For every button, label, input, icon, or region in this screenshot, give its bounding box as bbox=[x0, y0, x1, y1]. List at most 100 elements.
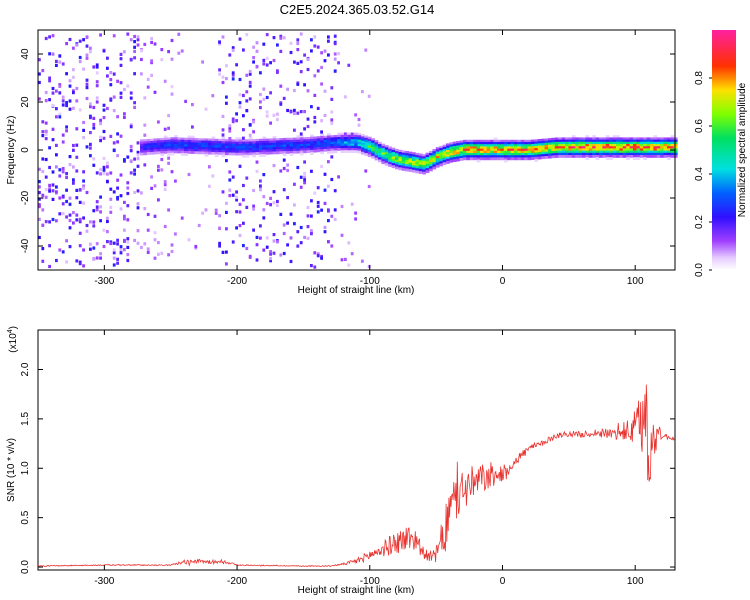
spectrogram-cell bbox=[520, 153, 525, 156]
spectrogram-cell bbox=[286, 144, 290, 148]
spectrogram-cell bbox=[476, 157, 481, 161]
spectrogram-cell bbox=[41, 120, 45, 124]
spectrogram-cell bbox=[78, 39, 82, 43]
spectrogram-cell bbox=[429, 161, 433, 165]
spectrogram-cell bbox=[588, 155, 593, 158]
spectrogram-cell bbox=[616, 139, 620, 143]
spectrogram-cell bbox=[381, 148, 386, 151]
spectrogram-cell bbox=[626, 150, 630, 154]
spectrogram-cell bbox=[245, 145, 250, 149]
spectrogram-cell bbox=[527, 142, 532, 145]
spectrogram-cell bbox=[459, 158, 464, 161]
spectrogram-cell bbox=[571, 137, 576, 141]
spectrogram-cell bbox=[347, 141, 352, 145]
spectrogram-cell bbox=[340, 143, 345, 147]
spectrogram-cell bbox=[327, 39, 330, 43]
spectrogram-cell bbox=[214, 211, 218, 215]
spectrogram-cell bbox=[242, 48, 245, 52]
spectrogram-cell bbox=[367, 94, 371, 98]
spectrogram-cell bbox=[327, 133, 331, 137]
spectrogram-cell bbox=[313, 138, 318, 142]
spectrogram-cell bbox=[350, 202, 354, 206]
spectrogram-cell bbox=[520, 142, 525, 145]
spectrogram-cell bbox=[225, 210, 228, 214]
spectrogram-cell bbox=[163, 150, 168, 154]
spectrogram-cell bbox=[146, 228, 150, 232]
spectrogram-cell bbox=[157, 142, 161, 146]
spectrogram-cell bbox=[439, 150, 443, 154]
spectrogram-cell bbox=[78, 60, 82, 64]
spectrogram-cell bbox=[89, 116, 92, 120]
spectrogram-cell bbox=[422, 160, 426, 164]
spectrogram-cell bbox=[350, 143, 355, 147]
spectrogram-cell bbox=[405, 164, 409, 167]
spectrogram-cell bbox=[282, 158, 286, 162]
spectrogram-cell bbox=[527, 146, 532, 150]
spectrogram-cell bbox=[381, 156, 386, 160]
spectrogram-cell bbox=[296, 139, 301, 143]
spectrogram-cell bbox=[527, 155, 532, 158]
spectrogram-cell bbox=[463, 157, 467, 161]
spectrogram-cell bbox=[228, 137, 232, 141]
spectrogram-cell bbox=[415, 166, 420, 169]
spectrogram-cell bbox=[643, 137, 647, 141]
spectrogram-cell bbox=[204, 151, 209, 155]
spectrogram-cell bbox=[211, 140, 216, 144]
spectrogram-cell bbox=[293, 108, 296, 112]
spectrogram-cell bbox=[184, 99, 187, 103]
spectrogram-cell bbox=[442, 146, 447, 150]
spectrogram-cell bbox=[106, 165, 109, 169]
spectrogram-cell bbox=[143, 148, 148, 151]
spectrogram-cell bbox=[541, 145, 545, 149]
spectrogram-cell bbox=[211, 94, 215, 98]
snr-multiplier-base: (x10 bbox=[8, 333, 19, 353]
spectrogram-cell bbox=[643, 139, 647, 143]
spectrogram-cell bbox=[150, 40, 153, 45]
spectrogram-cell bbox=[537, 143, 542, 147]
spectrogram-cell bbox=[527, 148, 532, 152]
spectrogram-cell bbox=[337, 137, 341, 140]
spectrogram-cell bbox=[442, 157, 447, 161]
spectrogram-cell bbox=[109, 78, 113, 82]
spectrogram-cell bbox=[316, 138, 321, 142]
spectrogram-cell bbox=[483, 144, 488, 147]
spectrogram-cell bbox=[82, 67, 85, 71]
spectrogram-cell bbox=[92, 105, 96, 110]
spectrogram-cell bbox=[592, 152, 596, 156]
spectrogram-cell bbox=[619, 137, 624, 141]
spectrogram-cell bbox=[279, 138, 284, 141]
spectrogram-cell bbox=[303, 175, 306, 179]
spectrogram-cell bbox=[333, 69, 337, 73]
spectrogram-cell bbox=[126, 181, 130, 185]
spectrogram-cell bbox=[252, 145, 256, 149]
spectrogram-cell bbox=[214, 145, 219, 149]
spectrogram-cell bbox=[619, 152, 624, 156]
spectrogram-cell bbox=[473, 139, 477, 143]
svg-text:(x104): (x104) bbox=[7, 326, 19, 353]
spectrogram-cell bbox=[561, 141, 566, 145]
spectrogram-cell bbox=[656, 144, 661, 147]
spectrogram-cell bbox=[558, 148, 562, 152]
spectrogram-cell bbox=[112, 241, 116, 245]
spectrogram-cell bbox=[537, 139, 542, 142]
spectrogram-cell bbox=[333, 57, 337, 61]
spectrogram-cell bbox=[371, 144, 375, 148]
spectrogram-cell bbox=[44, 99, 48, 103]
spectrogram-cell bbox=[374, 146, 379, 150]
spectrogram-cell bbox=[344, 257, 347, 261]
spectrogram-cell bbox=[299, 70, 303, 74]
spectrogram-cell bbox=[170, 243, 174, 247]
spectrogram-cell bbox=[279, 36, 283, 40]
spectrogram-cell bbox=[405, 168, 409, 172]
spectrogram-cell bbox=[344, 143, 348, 147]
spectrogram-cell bbox=[146, 147, 151, 151]
spectrogram-cell bbox=[571, 146, 576, 149]
spectrogram-cell bbox=[459, 147, 464, 150]
spectrogram-cell bbox=[571, 135, 576, 138]
spectrogram-cell bbox=[184, 150, 188, 154]
spectrogram-cell bbox=[75, 218, 79, 222]
spectrogram-cell bbox=[558, 150, 562, 154]
spectrogram-cell bbox=[653, 150, 658, 154]
spectrogram-cell bbox=[245, 33, 249, 37]
spectrogram-cell bbox=[585, 144, 590, 147]
